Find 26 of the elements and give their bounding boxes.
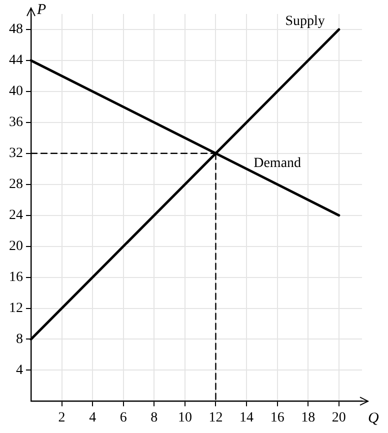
y-tick-label: 44: [9, 53, 23, 68]
x-tick-label: 2: [58, 410, 66, 426]
y-tick-label: 28: [9, 177, 23, 192]
y-tick-label: 24: [9, 208, 23, 224]
y-axis-title: P: [36, 2, 46, 18]
y-tick-label: 32: [9, 146, 23, 162]
x-tick-label: 18: [301, 410, 316, 426]
x-tick-label: 16: [270, 410, 284, 426]
y-tick-label: 20: [9, 238, 23, 254]
y-tick-label: 12: [9, 300, 23, 316]
y-tick-label: 40: [9, 84, 23, 100]
y-tick-label: 4: [16, 362, 23, 378]
y-tick-label: 16: [9, 270, 23, 285]
y-tick-label: 36: [9, 115, 23, 130]
series-label: Supply: [285, 14, 325, 30]
x-tick-label: 14: [240, 410, 254, 426]
y-tick-label: 48: [9, 22, 23, 38]
x-tick-label: 12: [208, 410, 223, 426]
x-tick-label: 10: [178, 410, 192, 426]
x-tick-label: 4: [89, 410, 96, 426]
y-tick-label: 8: [16, 332, 23, 347]
series-label: Demand: [254, 156, 302, 172]
x-tick-label: 20: [332, 410, 346, 426]
x-tick-label: 8: [150, 410, 158, 426]
x-axis-title: Q: [368, 410, 379, 427]
x-tick-label: 6: [120, 410, 127, 426]
